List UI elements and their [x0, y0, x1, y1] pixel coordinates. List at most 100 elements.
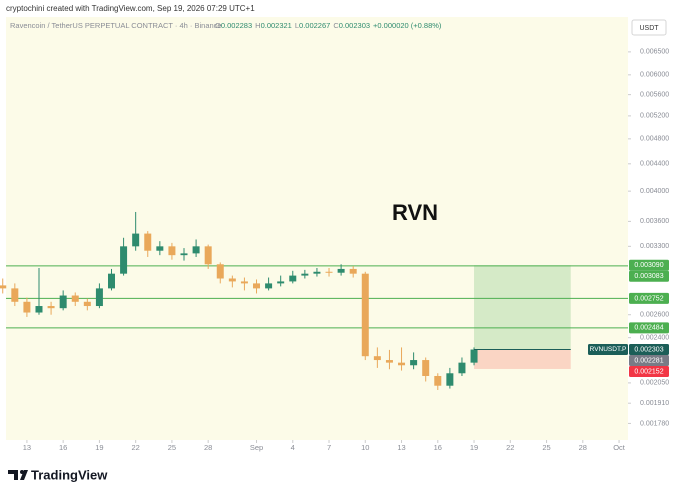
y-tick-label: 0.004400: [640, 161, 669, 168]
stop-zone: [474, 349, 571, 369]
candle-body: [277, 281, 285, 284]
price-label: 0.002484: [634, 325, 663, 332]
x-tick-label: 4: [291, 443, 295, 452]
x-tick-label: 28: [579, 443, 587, 452]
ohlc-value: 0.002303: [339, 21, 370, 30]
candle-body: [168, 246, 176, 256]
x-tick-label: 10: [361, 443, 369, 452]
y-tick-label: 0.006000: [640, 72, 669, 79]
candle-body: [349, 268, 357, 274]
x-tick-label: 13: [397, 443, 405, 452]
tradingview-logo: TradingView: [8, 467, 108, 482]
candle-body: [180, 253, 188, 256]
y-tick-label: 0.001910: [640, 400, 669, 407]
plot-area: [6, 17, 628, 440]
candle-body: [422, 360, 430, 376]
symbol: Ravencoin / TetherUS PERPETUAL CONTRACT …: [10, 21, 222, 30]
x-tick-label: 25: [542, 443, 550, 452]
price-label: 0.002752: [634, 295, 663, 302]
price-label: 0.002152: [634, 368, 663, 375]
price-axis: [628, 17, 674, 457]
price-label: 0.003083: [634, 273, 663, 280]
candle-body: [47, 306, 55, 309]
candle-body: [398, 362, 406, 366]
candle-body: [337, 268, 345, 273]
currency[interactable]: USDT: [639, 25, 659, 32]
candle-body: [253, 283, 261, 289]
candle-body: [434, 375, 442, 386]
candle-body: [0, 285, 7, 289]
annotation: RVN: [392, 200, 438, 225]
candle-body: [301, 273, 309, 276]
y-tick-label: 0.001780: [640, 420, 669, 427]
candle-body: [204, 246, 212, 265]
candle-body: [132, 233, 140, 247]
candle-body: [216, 264, 224, 279]
x-tick-label: 13: [23, 443, 31, 452]
candle-body: [120, 246, 128, 274]
price-label: 0.002281: [634, 357, 663, 364]
y-tick-label: 0.002600: [640, 312, 669, 319]
price-label-box: [629, 344, 669, 356]
symbol-label: RVNUSDT.P: [590, 346, 627, 353]
ohlc-key: L: [295, 21, 299, 30]
price-label-box: [629, 366, 669, 378]
price-label: 0.002303: [634, 346, 663, 353]
candle-body: [35, 306, 43, 313]
candle-body: [83, 301, 91, 307]
y-tick-label: 0.003600: [640, 218, 669, 225]
brand: TradingView: [31, 467, 108, 482]
ohlc-value: 0.002283: [221, 21, 252, 30]
candle-body: [385, 360, 393, 363]
x-tick-label: 22: [506, 443, 514, 452]
candle-body: [95, 288, 103, 307]
price-label-box: [629, 355, 669, 367]
ohlc-legend: O0.002283 H0.002321 L0.002267 C0.002303 +0.0…: [215, 21, 442, 30]
price-label-box: [629, 322, 669, 334]
ohlc-key: H: [255, 21, 260, 30]
candle-body: [11, 288, 19, 302]
candle-body: [289, 275, 297, 282]
x-tick-label: Oct: [613, 443, 626, 452]
candle-body: [144, 233, 152, 251]
x-tick-label: 16: [59, 443, 67, 452]
candle-body: [265, 283, 273, 289]
y-tick-label: 0.005200: [640, 113, 669, 120]
candle-body: [23, 301, 31, 313]
ohlc-value: 0.002267: [299, 21, 330, 30]
price-label-box: [629, 259, 669, 271]
candle-body: [156, 246, 164, 251]
candle-body: [59, 295, 67, 309]
y-tick-label: 0.006500: [640, 49, 669, 56]
candle-body: [410, 360, 418, 366]
x-tick-label: 19: [470, 443, 478, 452]
y-tick-label: 0.005600: [640, 91, 669, 98]
ohlc-value: 0.002321: [261, 21, 292, 30]
credit: cryptochini created with TradingView.com…: [6, 4, 255, 13]
x-tick-label: 22: [131, 443, 139, 452]
price-label: 0.003090: [634, 262, 663, 269]
y-tick-label: 0.002050: [640, 380, 669, 387]
candle-body: [458, 362, 466, 374]
x-tick-label: 28: [204, 443, 212, 452]
candle-body: [325, 271, 333, 273]
y-tick-label: 0.004800: [640, 136, 669, 143]
y-tick-label: 0.004000: [640, 188, 669, 195]
candle-body: [361, 273, 369, 357]
symbol-label-box: [588, 344, 628, 356]
candle-body: [240, 281, 248, 284]
ohlc-key: O: [215, 21, 221, 30]
currency-button[interactable]: [631, 19, 667, 36]
candle-body: [470, 349, 478, 363]
candle-body: [71, 295, 79, 302]
change: +0.000020 (+0.88%): [373, 21, 442, 30]
candle-body: [228, 278, 236, 282]
x-tick-label: 25: [168, 443, 176, 452]
y-tick-label: 0.003300: [640, 243, 669, 250]
candle-body: [373, 356, 381, 361]
candle-body: [107, 273, 115, 289]
x-tick-label: 16: [434, 443, 442, 452]
candle-body: [192, 246, 200, 254]
target-zone: [474, 265, 571, 350]
